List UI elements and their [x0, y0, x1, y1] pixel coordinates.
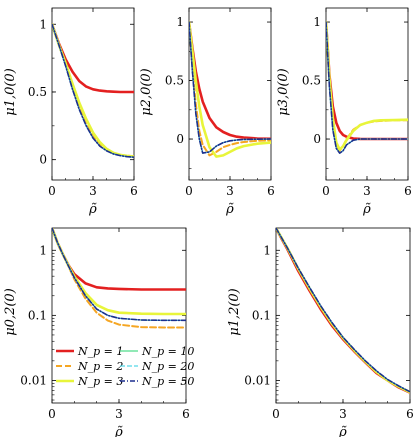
legend-label-5: N_p = 20	[141, 360, 194, 373]
x-tick-label: 3	[363, 184, 371, 198]
legend: N_p = 1 N_p = 2 N_p = 3 N_p = 10 N_p = 20 N_p…	[56, 345, 194, 388]
x-tick-label: 3	[115, 407, 123, 421]
x-axis-label: ρ̃	[88, 202, 97, 217]
x-tick-label: 6	[130, 184, 138, 198]
y-tick-label: 1	[313, 15, 321, 29]
series-line-2	[276, 228, 410, 394]
x-tick-label: 3	[226, 184, 234, 198]
series-line-5	[276, 228, 410, 393]
x-tick-label: 3	[339, 407, 347, 421]
y-axis-label: μ0,2(0)	[3, 288, 18, 336]
series-group	[52, 228, 186, 329]
y-tick-label: 1	[39, 17, 47, 31]
y-tick-label: 0	[39, 153, 47, 167]
series-line-3	[189, 20, 271, 158]
y-tick-label: 0.5	[302, 74, 321, 88]
x-tick-label: 6	[404, 184, 412, 198]
y-tick-label: 1	[176, 15, 184, 29]
series-line-5	[326, 21, 408, 154]
panel-mu12: 0 3 6 0.01 0.1 1 ρ̃ μ1,2(0)	[227, 227, 414, 437]
legend-label-4: N_p = 10	[141, 345, 194, 358]
series-line-4	[326, 21, 408, 154]
series-line-6	[189, 21, 271, 154]
x-tick-label: 0	[48, 407, 56, 421]
panel-mu10: 0 3 6 0 0.5 1 ρ̃ μ1,0(0)	[3, 7, 138, 217]
plot-frame	[325, 7, 409, 181]
series-line-1	[276, 228, 410, 394]
y-axis-label: μ1,0(0)	[3, 68, 18, 116]
series-line-6	[52, 228, 186, 322]
series-line-1	[52, 228, 186, 291]
y-axis-label: μ1,2(0)	[227, 288, 242, 336]
series-group	[52, 22, 134, 158]
series-group	[326, 20, 408, 154]
series-line-4	[276, 228, 410, 393]
series-group	[189, 20, 271, 158]
x-axis-label: ρ̃	[225, 202, 234, 217]
y-tick-label: 1	[39, 243, 47, 257]
series-line-3	[52, 228, 186, 316]
series-line-6	[52, 23, 134, 158]
series-line-6	[276, 228, 410, 393]
y-tick-label: 0.01	[244, 373, 271, 387]
y-tick-label: 0.5	[165, 74, 184, 88]
panel-mu20: 0 3 6 0 0.5 1 ρ̃ μ2,0(0)	[139, 7, 275, 217]
x-tick-label: 0	[272, 407, 280, 421]
legend-label-1: N_p = 1	[77, 345, 123, 358]
x-tick-label: 6	[267, 184, 275, 198]
series-line-3	[276, 228, 410, 394]
x-axis-label: ρ̃	[362, 202, 371, 217]
y-tick-label: 0.1	[252, 308, 271, 322]
x-axis-label: ρ̃	[338, 425, 347, 437]
x-axis-label: ρ̃	[114, 425, 123, 437]
series-line-5	[189, 21, 271, 154]
x-tick-label: 3	[89, 184, 97, 198]
legend-label-3: N_p = 3	[77, 375, 123, 388]
y-tick-label: 0.01	[20, 373, 47, 387]
y-tick-label: 0	[176, 132, 184, 146]
series-line-1	[52, 22, 134, 94]
legend-label-2: N_p = 2	[77, 360, 123, 373]
panel-mu02: 0 3 60.010.11ρ̃μ0,2(0)N_p = 1N_p = 2N_p = …	[3, 227, 194, 437]
series-line-6	[326, 21, 408, 154]
x-tick-label: 0	[322, 184, 330, 198]
x-tick-label: 6	[406, 407, 414, 421]
series-line-4	[189, 21, 271, 154]
x-tick-label: 6	[182, 407, 190, 421]
legend-label-6: N_p = 50	[141, 375, 194, 388]
y-tick-label: 0.5	[28, 85, 47, 99]
x-tick-label: 0	[185, 184, 193, 198]
y-axis-label: μ3,0(0)	[276, 68, 291, 116]
plot-frame	[275, 227, 411, 404]
y-tick-label: 0.1	[28, 308, 47, 322]
series-line-2	[326, 21, 408, 152]
y-tick-label: 1	[263, 243, 271, 257]
series-group	[276, 228, 410, 394]
x-tick-label: 0	[48, 184, 56, 198]
panel-mu30: 0 3 6 0 0.5 1 ρ̃ μ3,0(0)	[276, 7, 412, 217]
series-line-3	[326, 20, 408, 151]
y-axis-label: μ2,0(0)	[139, 68, 154, 116]
y-tick-label: 0	[313, 132, 321, 146]
